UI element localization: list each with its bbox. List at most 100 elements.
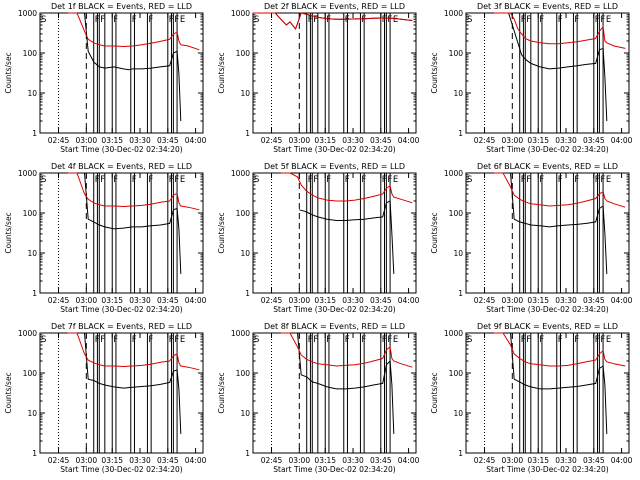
y-tick-label: 1000: [18, 329, 37, 338]
x-tick-label: 02:45: [48, 136, 70, 145]
det-panel-6: Det 6f BLACK = Events, RED = LLD 1 10 100 10…: [430, 162, 633, 314]
y-tick-label: 10: [453, 89, 463, 98]
x-tick-label: 03:00: [288, 136, 310, 145]
x-tick-label: 03:45: [583, 456, 605, 465]
y-tick-label: 1000: [444, 329, 463, 338]
x-axis-label: Start Time (30-Dec-02 02:34:20): [60, 145, 182, 154]
y-tick-label: 100: [23, 369, 38, 378]
flag-marker-label: F: [132, 175, 137, 185]
flag-marker-label: S: [41, 335, 46, 345]
flag-marker-label: F: [95, 335, 100, 345]
flag-marker-label: F: [361, 335, 366, 345]
x-tick-label: 02:45: [474, 456, 496, 465]
plot-frame: [252, 172, 417, 294]
series-events-line: [297, 332, 395, 434]
x-tick-label: 03:30: [342, 136, 364, 145]
series-lld-line: [67, 172, 200, 211]
x-tick-label: 03:00: [75, 296, 97, 305]
x-axis-label: Start Time (30-Dec-02 02:34:20): [486, 145, 608, 154]
flag-marker-label: F: [387, 175, 392, 185]
end-marker-label: E: [180, 335, 185, 345]
end-marker-label: E: [606, 335, 611, 345]
plot-frame: [39, 332, 204, 454]
series-events-line: [67, 12, 182, 122]
flag-marker-label: F: [308, 15, 313, 25]
flag-marker-label: F: [169, 15, 174, 25]
panel-title: Det 4f BLACK = Events, RED = LLD: [51, 162, 192, 171]
x-tick-label: 03:15: [314, 456, 336, 465]
x-tick-label: 04:00: [611, 296, 633, 305]
flag-marker-label: F: [595, 15, 600, 25]
series-events-line: [508, 12, 608, 122]
x-tick-label: 02:45: [261, 136, 283, 145]
series-lld-line: [493, 12, 626, 49]
y-axis-label: Counts/sec: [430, 52, 439, 93]
flag-marker-label: F: [100, 335, 105, 345]
flag-marker-label: F: [382, 335, 387, 345]
x-tick-label: 04:00: [398, 136, 420, 145]
y-tick-label: 10: [453, 249, 463, 258]
x-axis-label: Start Time (30-Dec-02 02:34:20): [486, 465, 608, 474]
flag-marker-label: F: [326, 335, 331, 345]
flag-marker-label: F: [148, 175, 153, 185]
panel-title: Det 3f BLACK = Events, RED = LLD: [477, 2, 618, 11]
x-tick-label: 04:00: [185, 456, 207, 465]
x-tick-label: 03:30: [129, 296, 151, 305]
x-tick-label: 03:45: [157, 136, 179, 145]
x-axis-label: Start Time (30-Dec-02 02:34:20): [60, 305, 182, 314]
flag-marker-label: F: [174, 335, 179, 345]
y-axis-label: Counts/sec: [217, 212, 226, 253]
y-axis-label: Counts/sec: [217, 52, 226, 93]
flag-marker-label: F: [539, 15, 544, 25]
x-axis-label: Start Time (30-Dec-02 02:34:20): [273, 145, 395, 154]
flag-marker-label: S: [254, 15, 259, 25]
x-tick-label: 03:00: [288, 456, 310, 465]
series-lld-line: [280, 172, 413, 204]
flag-marker-label: F: [169, 175, 174, 185]
x-tick-label: 04:00: [611, 456, 633, 465]
flag-marker-label: F: [345, 335, 350, 345]
x-tick-label: 04:00: [185, 296, 207, 305]
flag-marker-label: F: [326, 15, 331, 25]
y-tick-label: 10: [27, 89, 37, 98]
x-tick-label: 03:00: [75, 456, 97, 465]
x-tick-label: 02:45: [48, 296, 70, 305]
flag-marker-label: F: [595, 175, 600, 185]
series-lld-line: [493, 172, 626, 208]
series-lld-line: [67, 332, 200, 371]
flag-marker-label: F: [558, 335, 563, 345]
x-tick-label: 03:45: [583, 296, 605, 305]
panel-title: Det 8f BLACK = Events, RED = LLD: [264, 322, 405, 331]
y-tick-label: 100: [236, 209, 251, 218]
y-axis-label: Counts/sec: [4, 212, 13, 253]
y-tick-label: 10: [240, 409, 250, 418]
det-panel-8: Det 8f BLACK = Events, RED = LLD 1 10 100 10…: [217, 322, 420, 474]
y-tick-label: 1: [32, 129, 37, 138]
flag-marker-label: F: [169, 335, 174, 345]
flag-marker-label: F: [600, 335, 605, 345]
end-marker-label: E: [393, 175, 398, 185]
flag-marker-label: F: [521, 175, 526, 185]
flag-marker-label: S: [254, 175, 259, 185]
y-axis-label: Counts/sec: [4, 372, 13, 413]
y-tick-label: 10: [240, 249, 250, 258]
y-tick-label: 100: [449, 49, 464, 58]
flag-marker-label: S: [467, 175, 472, 185]
series-events-line: [84, 172, 182, 274]
det-panel-5: Det 5f BLACK = Events, RED = LLD 1 10 100 10…: [217, 162, 420, 314]
x-tick-label: 03:15: [101, 136, 123, 145]
x-tick-label: 03:30: [342, 296, 364, 305]
series-events-line: [510, 172, 608, 274]
flag-marker-label: F: [308, 175, 313, 185]
flag-marker-label: F: [539, 335, 544, 345]
flag-marker-label: F: [326, 175, 331, 185]
plot-frame: [252, 12, 417, 134]
flag-marker-label: F: [95, 175, 100, 185]
x-tick-label: 04:00: [185, 136, 207, 145]
x-tick-label: 03:30: [555, 296, 577, 305]
flag-marker-label: F: [361, 15, 366, 25]
panel-title: Det 5f BLACK = Events, RED = LLD: [264, 162, 405, 171]
series-lld-line: [493, 332, 626, 367]
flag-marker-label: F: [148, 15, 153, 25]
y-tick-label: 1: [32, 449, 37, 458]
